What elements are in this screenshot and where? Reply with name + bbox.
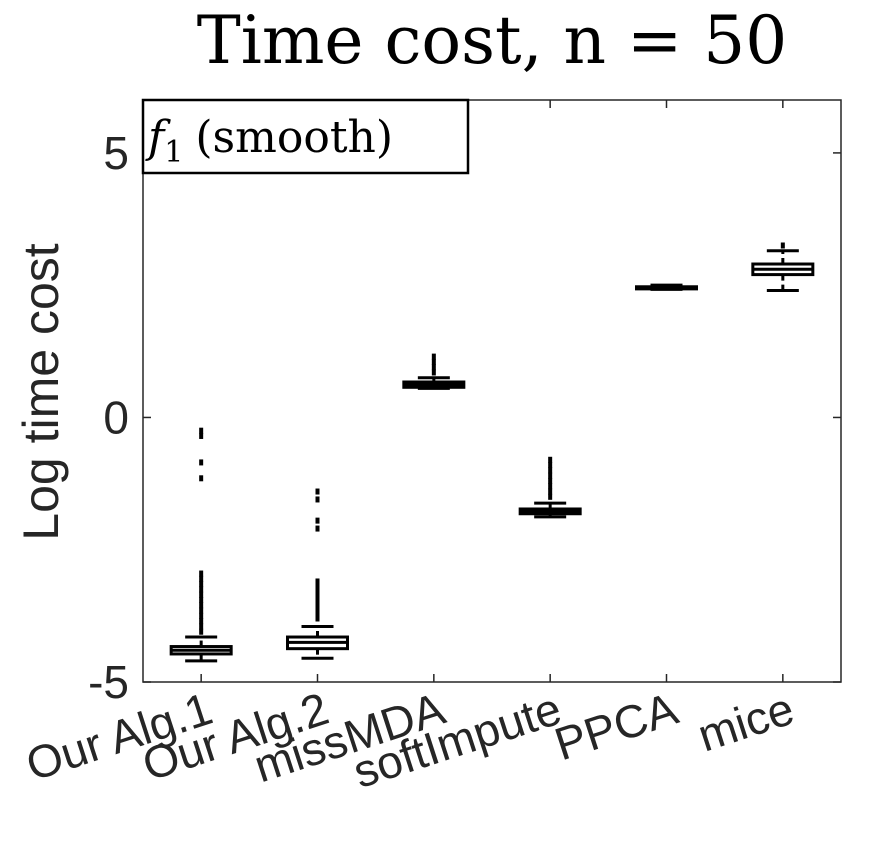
box-1: [286, 488, 349, 660]
annotation-text: (smooth): [195, 112, 393, 163]
chart-title: Time cost, n = 50: [197, 2, 788, 79]
y-tick-label: -5: [88, 656, 129, 708]
x-tick-label: PPCA: [548, 682, 684, 770]
box-0: [169, 427, 233, 663]
box-4: [635, 283, 698, 291]
box-5: [751, 242, 815, 292]
plot-border: [142, 99, 842, 683]
box-2: [402, 353, 466, 390]
x-tick-label: mice: [691, 682, 799, 761]
annotation-box: f1 (smooth): [141, 98, 470, 175]
y-tick-label: 5: [103, 127, 129, 179]
y-axis-ticks: 5 0 -5: [88, 127, 841, 708]
box-series: [169, 242, 815, 663]
box-3: [518, 456, 582, 519]
annotation-frame: [141, 98, 470, 175]
annotation-label: f1 (smooth): [145, 112, 393, 170]
y-tick-label: 0: [103, 391, 129, 443]
annotation-subscript: 1: [164, 135, 183, 170]
y-axis-label: Log time cost: [13, 243, 69, 540]
plot-area: [142, 99, 842, 683]
